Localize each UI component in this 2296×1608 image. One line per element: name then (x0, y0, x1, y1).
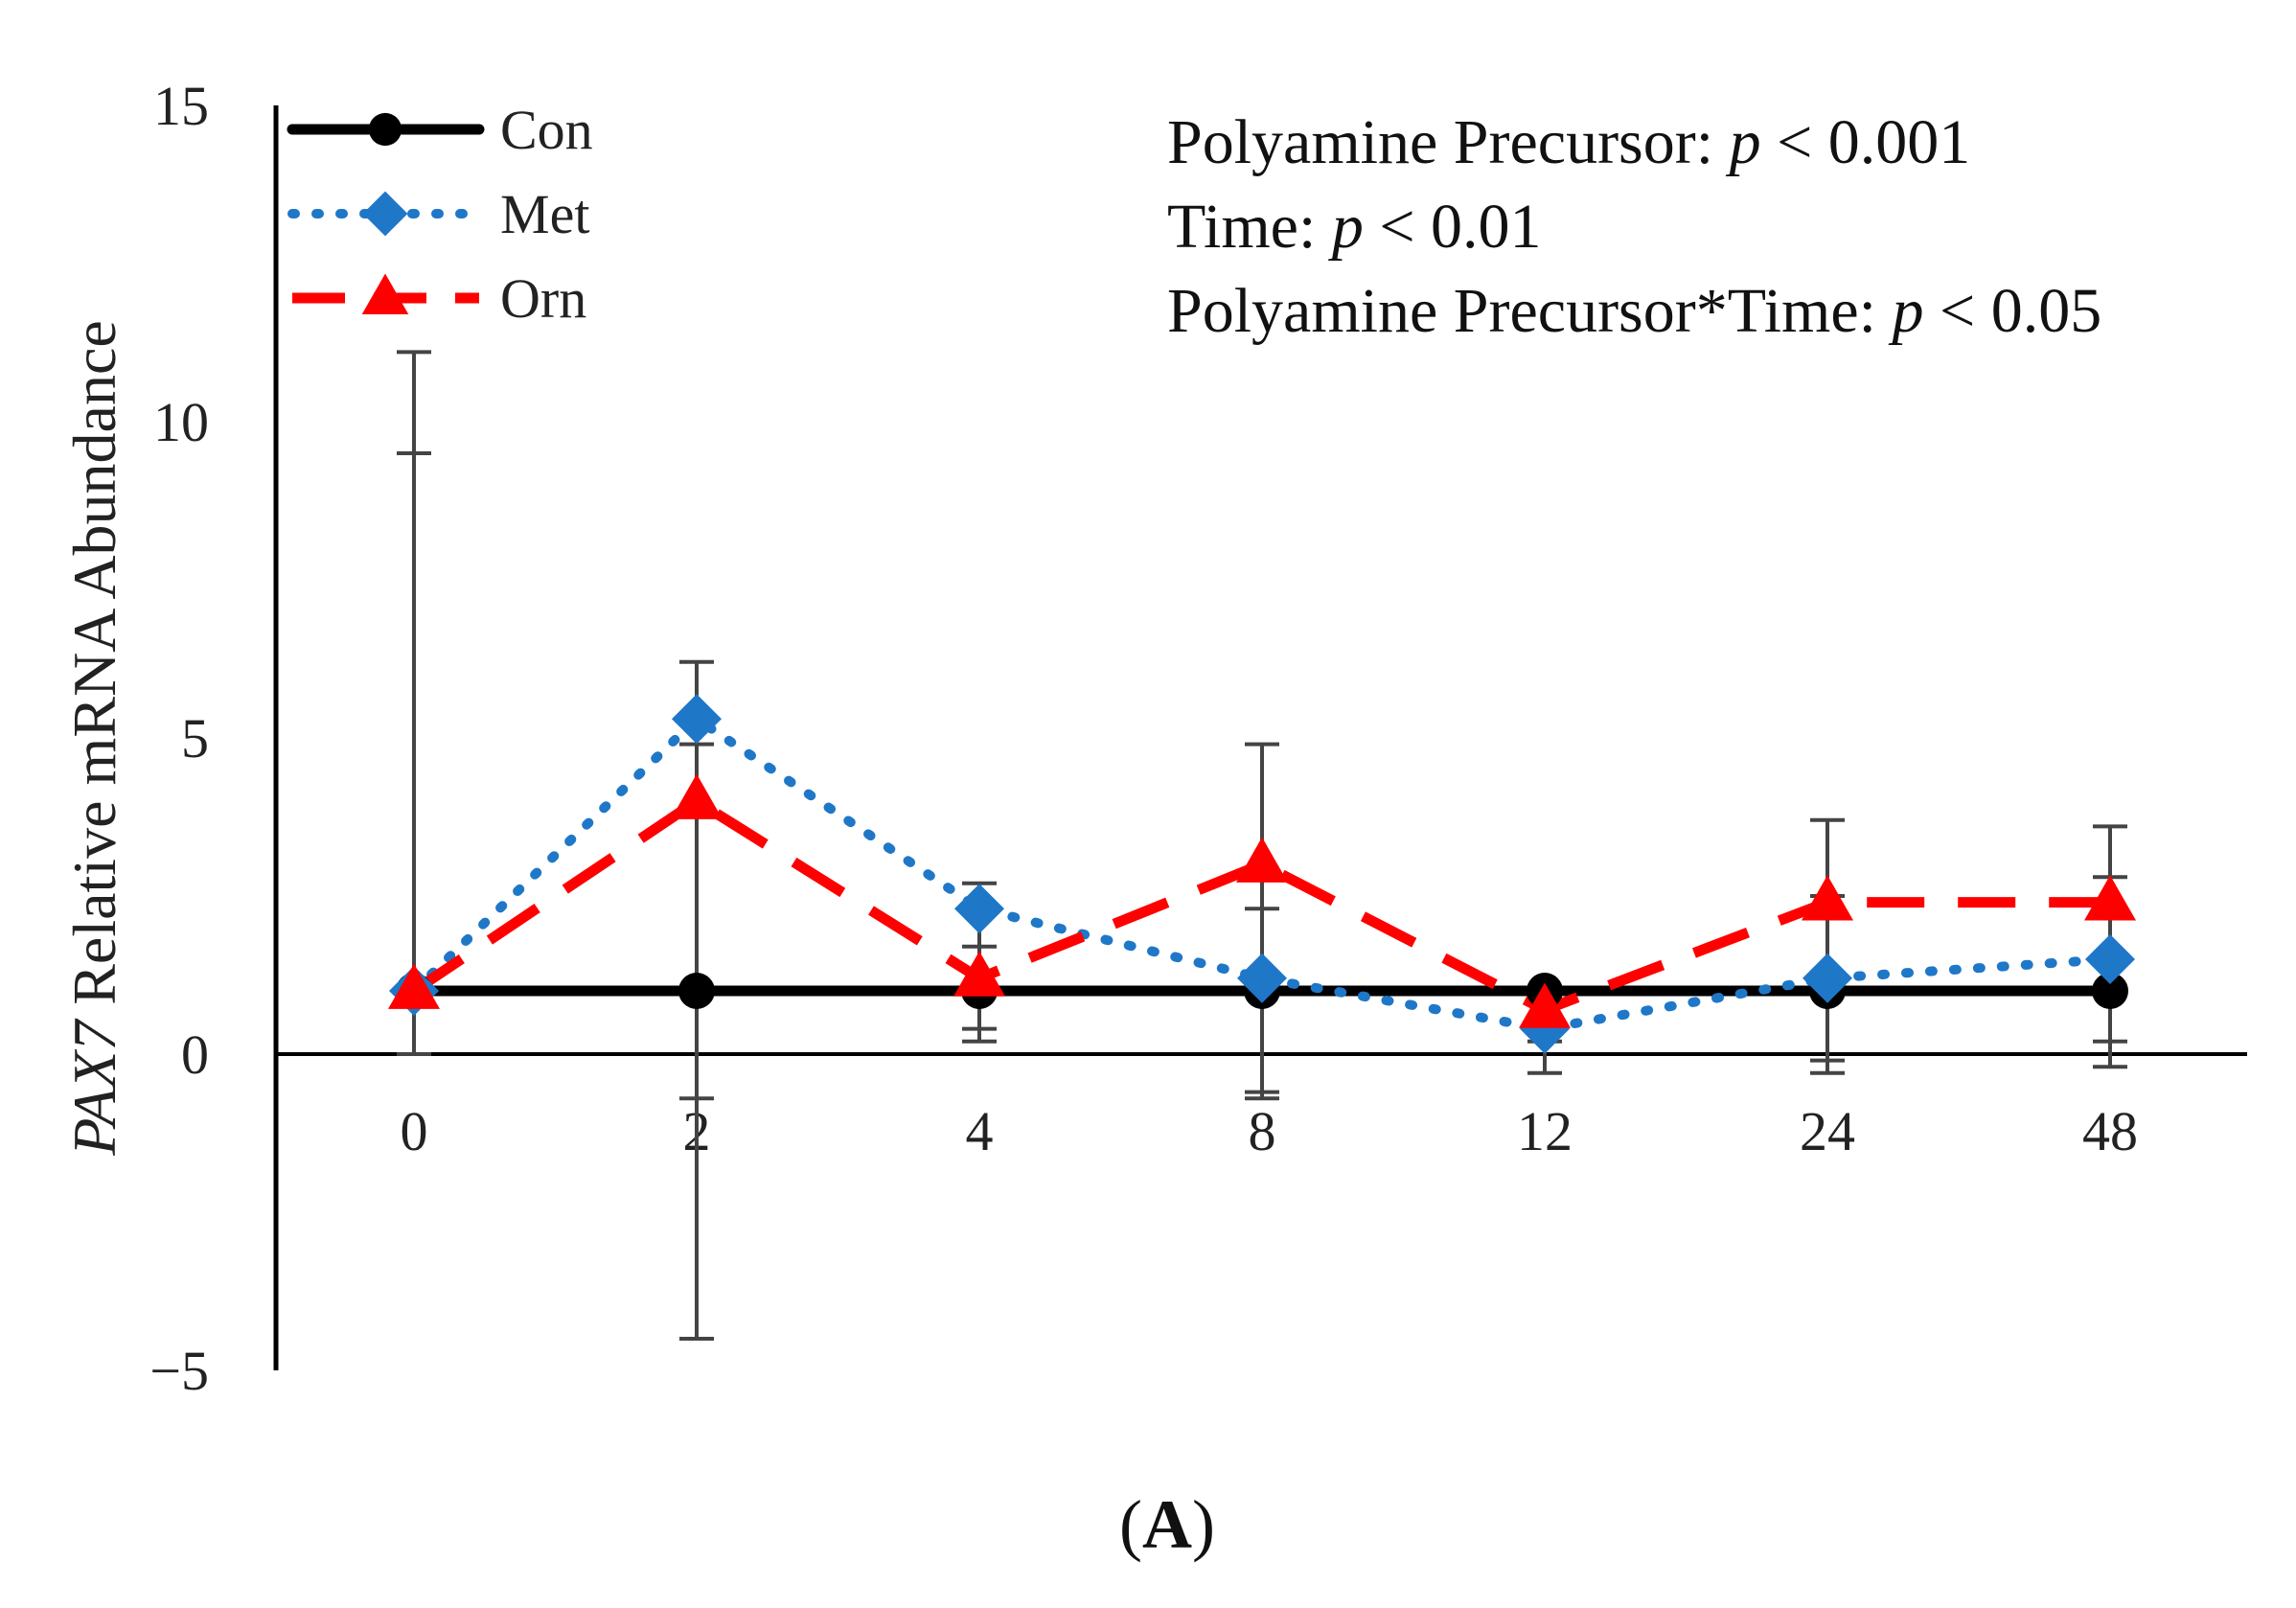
y-axis-label-gene: PAX7 (60, 1018, 128, 1157)
stats-annotation: Polyamine Precursor*Time: p < 0.05 (1167, 276, 2101, 346)
stats-annotations: Polyamine Precursor: p < 0.001 Time: p < … (1167, 107, 2101, 346)
x-tick-label: 4 (966, 1100, 994, 1162)
annotation-p: p (1726, 107, 1761, 177)
data-point-met (954, 884, 1004, 934)
stats-annotation: Time: p < 0.01 (1167, 192, 1542, 262)
panel-label-letter: A (1142, 1486, 1192, 1563)
x-tick-label: 12 (1517, 1100, 1573, 1162)
series-markers (388, 694, 2136, 1054)
x-tick-label: 8 (1249, 1100, 1276, 1162)
y-tick-label: 0 (181, 1023, 209, 1086)
legend-marker-orn (361, 273, 409, 315)
annotation-label: Time: (1167, 192, 1332, 262)
x-tick-label: 24 (1800, 1100, 1855, 1162)
annotation-p: p (1889, 276, 1924, 346)
x-tick-labels: 0248122448 (401, 1100, 2139, 1162)
legend-label-met: Met (500, 183, 589, 245)
panel-label-close: ) (1192, 1486, 1215, 1563)
y-tick-label: 10 (153, 391, 209, 453)
data-point-orn (2084, 875, 2136, 921)
annotation-threshold: < 0.001 (1761, 107, 1971, 177)
data-point-orn (953, 951, 1005, 997)
data-point-con (2092, 973, 2128, 1009)
data-point-met (2085, 934, 2135, 984)
legend-marker-met (362, 191, 408, 237)
annotation-threshold: < 0.05 (1924, 276, 2102, 346)
data-point-met (1802, 953, 1852, 1003)
annotation-p: p (1328, 192, 1364, 262)
data-point-con (678, 973, 715, 1009)
panel-label: (A) (1119, 1486, 1215, 1563)
legend-marker-con (368, 112, 402, 147)
data-point-orn (671, 773, 723, 819)
annotation-label: Polyamine Precursor*Time: (1167, 276, 1893, 346)
legend-label-orn: Orn (500, 267, 586, 330)
legend-label-con: Con (500, 99, 593, 161)
data-point-met (1237, 953, 1287, 1003)
data-point-orn (388, 963, 440, 1009)
data-point-orn (1802, 875, 1853, 921)
y-axis-label-text: Relative mRNA Abundance (60, 320, 128, 1021)
y-tick-label: 5 (181, 707, 209, 770)
y-tick-label: −5 (149, 1340, 209, 1402)
x-tick-label: 0 (401, 1100, 428, 1162)
legend: Con Met Orn (287, 99, 593, 330)
y-axis-label: PAX7 Relative mRNA Abundance (60, 320, 128, 1157)
data-point-met (672, 694, 722, 745)
x-tick-label: 48 (2082, 1100, 2138, 1162)
annotation-label: Polyamine Precursor: (1167, 107, 1730, 177)
panel-label-open: ( (1119, 1486, 1142, 1563)
y-tick-labels: −5 0 5 10 15 (149, 75, 209, 1402)
annotation-threshold: < 0.01 (1364, 192, 1542, 262)
y-tick-label: 15 (153, 75, 209, 137)
data-point-orn (1519, 982, 1571, 1028)
data-point-orn (1236, 837, 1288, 883)
stats-annotation: Polyamine Precursor: p < 0.001 (1167, 107, 1970, 177)
